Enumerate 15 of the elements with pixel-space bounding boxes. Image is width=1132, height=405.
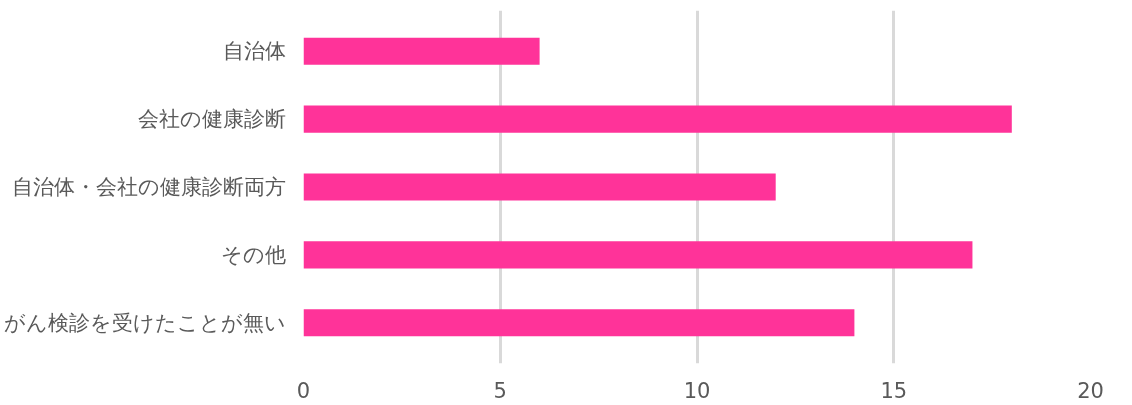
y-tick-label: 自治体: [222, 39, 286, 64]
x-tick-label: 20: [1077, 378, 1104, 403]
y-tick-label: 会社の健康診断: [137, 107, 286, 132]
bar: [303, 241, 973, 269]
x-tick-label: 15: [880, 378, 908, 403]
x-tick-label: 5: [493, 378, 507, 403]
y-tick-label: がん検診を受けたことが無い: [3, 310, 286, 335]
bar: [303, 105, 1012, 133]
bar: [303, 173, 776, 201]
bar: [303, 309, 855, 337]
x-tick-label: 10: [683, 378, 711, 403]
y-tick-label: 自治体・会社の健康診断両方: [11, 175, 286, 199]
y-tick-label: その他: [220, 242, 286, 267]
x-tick-label: 0: [296, 378, 311, 403]
bar: [303, 37, 540, 65]
